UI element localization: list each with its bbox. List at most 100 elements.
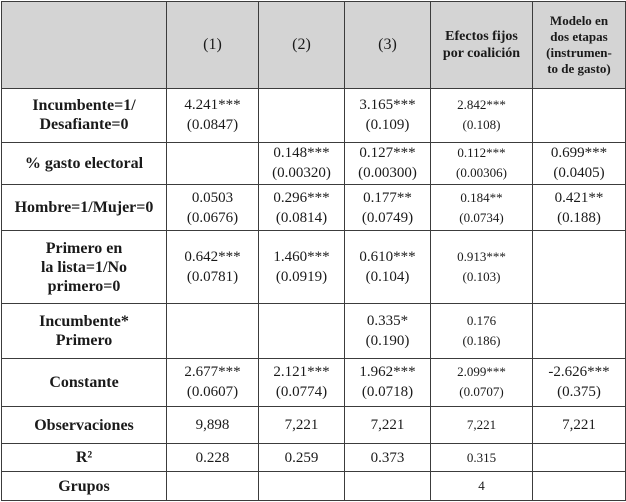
table-body: Incumbente=1/Desafiante=0 4.241*** (0.0847… [1, 88, 626, 501]
table-cell: 1.460*** (0.0919) [258, 230, 345, 304]
row-label-line: Incumbente* [39, 312, 129, 330]
coefficient-value: 1.460*** [273, 249, 330, 265]
standard-error: (0.103) [462, 269, 501, 284]
coefficient-value: 7,221 [466, 417, 497, 433]
row-incumbente-primero: Incumbente* Primero 0.335* (0.190) 0.176 (0.1… [1, 302, 626, 359]
row-label-line: Desafiante=0 [39, 116, 129, 134]
table-cell: 0.148*** (0.00320) [258, 141, 345, 185]
table-cell [344, 471, 431, 501]
table-cell: 0.177** (0.0749) [344, 183, 431, 232]
row-grupos: Grupos 4 [1, 471, 626, 501]
table-cell [258, 471, 345, 501]
row-label: Grupos [1, 471, 167, 501]
standard-error: (0.0781) [186, 269, 239, 285]
table-cell [258, 302, 345, 359]
standard-error: (0.190) [365, 332, 410, 349]
coefficient-value: 0.610*** [359, 249, 416, 265]
coefficient-value: 0.335* [366, 312, 409, 329]
table-cell: 2.099*** (0.0707) [430, 357, 533, 408]
table-cell: 4 [430, 471, 533, 501]
coefficient-value: 0.296*** [273, 189, 330, 206]
standard-error: (0.108) [462, 117, 501, 133]
coefficient-value: 0.127*** [359, 145, 416, 162]
table-cell: 2.677*** (0.0607) [166, 357, 259, 408]
row-gasto-electoral: % gasto electoral 0.148*** (0.00320) 0.127*… [1, 141, 626, 185]
header-model-1: (1) [166, 1, 259, 89]
standard-error: (0.0676) [186, 209, 239, 226]
row-label: Constante [1, 357, 167, 408]
table-cell: 0.373 [344, 442, 431, 473]
table-cell: 4.241*** (0.0847) [166, 88, 259, 143]
coefficient-value: 4 [478, 478, 485, 494]
table-cell: 9,898 [166, 406, 259, 444]
table-cell: 0.228 [166, 442, 259, 473]
table-cell: 0.610*** (0.104) [344, 230, 431, 304]
row-label: Incumbente=1/Desafiante=0 [1, 88, 167, 143]
coefficient-value: 0.148*** [273, 145, 330, 162]
table-cell [166, 302, 259, 359]
table-cell [258, 88, 345, 143]
table-cell: 0.0503 (0.0676) [166, 183, 259, 232]
standard-error: (0.00320) [272, 165, 331, 182]
standard-error: (0.186) [462, 332, 501, 348]
table-cell: 7,221 [430, 406, 533, 444]
row-label-line: Constante [49, 373, 119, 391]
header-two-stage-line: (instrumen- [546, 45, 612, 60]
table-cell: 0.184** (0.0734) [430, 183, 533, 232]
coefficient-value: 9,898 [195, 417, 230, 434]
row-hombre-mujer: Hombre=1/Mujer=0 0.0503 (0.0676) 0.296*** (0… [1, 183, 626, 232]
row-label-line: Primero en [45, 239, 123, 257]
row-label-line: Grupos [58, 477, 110, 495]
coefficient-value: 0.228 [195, 449, 230, 466]
standard-error: (0.375) [557, 384, 601, 401]
standard-error: (0.104) [365, 269, 410, 285]
table-cell [166, 141, 259, 185]
table-cell: 0.642*** (0.0781) [166, 230, 259, 304]
table-cell: 0.112*** (0.00306) [430, 141, 533, 185]
row-label-line: Incumbente=1/ [32, 97, 136, 115]
coefficient-value: 0.913*** [457, 249, 506, 264]
standard-error: (0.0919) [275, 269, 328, 285]
coefficient-value: 0.176 [466, 312, 497, 328]
header-row: (1) (2) (3) Efectos fijos por coalición … [1, 1, 626, 89]
coefficient-value: -2.626*** [548, 364, 610, 381]
standard-error: (0.0847) [186, 117, 239, 134]
table-cell: 0.421** (0.188) [532, 183, 626, 232]
header-fixed-effects: Efectos fijos por coalición [430, 1, 533, 89]
standard-error: (0.109) [365, 117, 410, 134]
row-label-line: Observaciones [34, 416, 134, 434]
table-cell: -2.626*** (0.375) [532, 357, 626, 408]
row-label-line: primero=0 [47, 277, 121, 295]
standard-error: (0.0405) [553, 165, 605, 182]
table-cell: 7,221 [258, 406, 345, 444]
standard-error: (0.0607) [186, 384, 239, 401]
coefficient-value: 0.184** [460, 189, 503, 205]
header-fixed-effects-line: Efectos fijos [445, 29, 518, 44]
row-label-line: la lista=1/No [40, 258, 127, 276]
header-blank [1, 1, 167, 89]
standard-error: (0.00300) [358, 165, 417, 182]
header-model-3: (3) [344, 1, 431, 89]
header-fixed-effects-line: por coalición [442, 46, 521, 61]
table-cell: 1.962*** (0.0718) [344, 357, 431, 408]
standard-error: (0.0814) [275, 209, 328, 226]
coefficient-value: 0.315 [466, 449, 497, 465]
standard-error: (0.0749) [361, 209, 414, 226]
coefficient-value: 0.112*** [457, 145, 506, 161]
coefficient-value: 7,221 [284, 417, 319, 434]
row-constante: Constante 2.677*** (0.0607) 2.121*** (0.0774… [1, 357, 626, 408]
row-observaciones: Observaciones 9,898 7,221 7,221 7,221 7,221 [1, 406, 626, 444]
row-label-line: % gasto electoral [24, 154, 144, 172]
coefficient-value: 0.373 [370, 449, 405, 466]
coefficient-value: 0.259 [284, 449, 319, 466]
row-r2: R² 0.228 0.259 0.373 0.315 [1, 442, 626, 473]
standard-error: (0.00306) [456, 165, 507, 181]
standard-error: (0.188) [557, 209, 601, 226]
header-two-stage-line: Modelo en [549, 13, 609, 28]
table-cell: 0.335* (0.190) [344, 302, 431, 359]
coefficient-value: 1.962*** [359, 364, 416, 381]
row-label: Incumbente* Primero [1, 302, 167, 359]
coefficient-value: 0.421** [554, 189, 604, 206]
coefficient-value: 7,221 [370, 417, 405, 434]
